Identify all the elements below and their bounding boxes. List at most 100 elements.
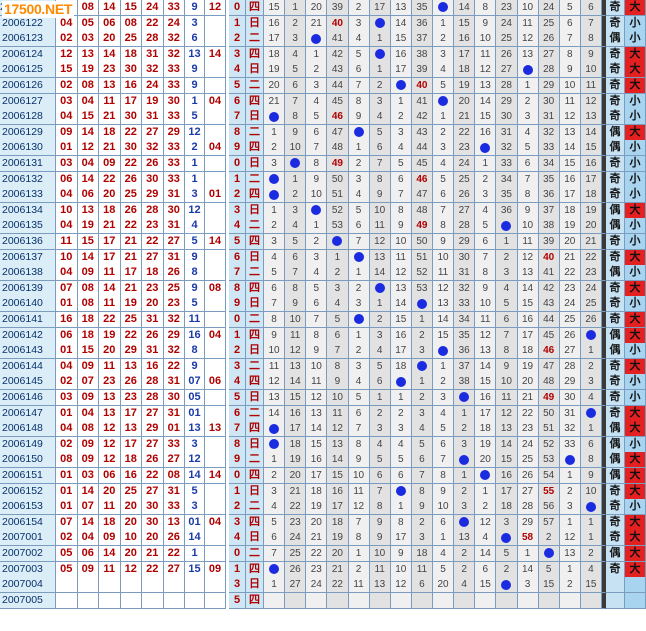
miss-count: 17 (310, 470, 322, 481)
red-ball-number: 21 (99, 109, 121, 126)
miss-count: 15 (289, 392, 301, 403)
special-number (205, 530, 226, 547)
miss-count: 27 (500, 64, 512, 76)
trend-cell: 5 (496, 546, 518, 563)
red-ball-number: 14 (77, 124, 99, 141)
miss-count: 6 (398, 173, 404, 185)
issue-id[interactable]: 2006148 (0, 421, 56, 438)
trend-cell: 35 (411, 0, 433, 17)
trend-cell: 14 (496, 436, 518, 453)
issue-id[interactable]: 2006149 (0, 436, 56, 453)
miss-count: 11 (311, 376, 322, 388)
miss-count: 6 (503, 314, 510, 325)
issue-id[interactable]: 2007004 (0, 577, 56, 594)
issue-id[interactable]: 2007002 (0, 546, 56, 563)
issue-id[interactable]: 2007003 (0, 561, 56, 578)
miss-count: 6 (567, 17, 573, 29)
issue-id[interactable]: 2006145 (0, 374, 56, 391)
red-ball-number: 21 (120, 280, 142, 297)
issue-id[interactable]: 2007005 (0, 592, 56, 609)
issue-id[interactable]: 2006147 (0, 405, 56, 422)
odd-even-indicator: 奇 (606, 483, 625, 500)
special-number (205, 312, 226, 329)
issue-id[interactable]: 2006125 (0, 62, 56, 79)
issue-id[interactable]: 2006126 (0, 78, 56, 95)
miss-count: 4 (440, 548, 446, 559)
trend-cell (433, 343, 455, 360)
miss-count: 2 (313, 236, 320, 247)
issue-id[interactable]: 2006132 (0, 171, 56, 188)
trend-cell (327, 592, 349, 609)
trend-cell: 29 (559, 374, 581, 391)
issue-id[interactable]: 2006137 (0, 249, 56, 266)
issue-id[interactable]: 2006152 (0, 483, 56, 500)
trend-cell: 6 (264, 280, 286, 297)
issue-id[interactable]: 2006153 (0, 499, 56, 516)
issue-id[interactable]: 2006142 (0, 327, 56, 344)
trend-cell: 12 (433, 280, 455, 297)
trend-cell: 23 (559, 280, 581, 297)
trend-cell: 27 (285, 577, 307, 594)
miss-count: 11 (395, 251, 406, 263)
issue-id[interactable]: 2006134 (0, 202, 56, 219)
miss-count: 2 (461, 548, 467, 559)
miss-count: 1 (398, 501, 404, 513)
issue-id[interactable]: 2006139 (0, 280, 56, 297)
issue-id[interactable]: 2006154 (0, 514, 56, 531)
trend-cell: 1 (264, 124, 286, 141)
trend-cell (433, 592, 455, 609)
miss-count: 2 (398, 111, 404, 123)
big-small-indicator: 大 (625, 46, 646, 63)
miss-count: 55 (543, 485, 555, 497)
miss-count: 29 (564, 376, 576, 388)
issue-id[interactable]: 2006138 (0, 265, 56, 282)
trend-cell: 20 (306, 514, 328, 531)
red-ball-number: 07 (77, 499, 99, 516)
issue-id[interactable]: 2006124 (0, 46, 56, 63)
miss-count: 7 (271, 298, 277, 310)
issue-id[interactable]: 2006144 (0, 358, 56, 375)
issue-id[interactable]: 2006127 (0, 93, 56, 110)
weekday: 二 (246, 171, 264, 188)
trend-cell (496, 592, 518, 609)
issue-id[interactable]: 2006141 (0, 312, 56, 329)
issue-id[interactable]: 2006129 (0, 124, 56, 141)
miss-count: 4 (313, 267, 320, 279)
miss-count: 3 (503, 267, 510, 279)
trend-cell: 10 (369, 202, 391, 219)
issue-id[interactable]: 2006140 (0, 296, 56, 313)
miss-count: 2 (545, 532, 552, 544)
miss-count: 12 (395, 579, 407, 591)
issue-id[interactable]: 2006128 (0, 109, 56, 126)
miss-count: 8 (419, 485, 425, 497)
issue-id[interactable]: 2006143 (0, 343, 56, 360)
miss-count: 6 (376, 470, 383, 481)
issue-id[interactable]: 2006122 (0, 15, 56, 32)
trend-cell: 17 (390, 343, 412, 360)
miss-count: 43 (543, 298, 555, 310)
trend-cell: 11 (475, 46, 497, 63)
trend-cell: 21 (285, 483, 307, 500)
trend-cell: 7 (264, 546, 286, 563)
issue-id[interactable]: 2006150 (0, 452, 56, 469)
odd-even-indicator: 偶 (606, 31, 625, 48)
issue-id[interactable]: 2006131 (0, 156, 56, 173)
issue-id[interactable]: 2006130 (0, 140, 56, 157)
special-number (205, 31, 226, 48)
miss-count: 16 (310, 454, 322, 466)
special-number (205, 436, 226, 453)
issue-id[interactable]: 2006136 (0, 234, 56, 251)
miss-count: 16 (395, 48, 407, 60)
issue-id[interactable]: 2006133 (0, 187, 56, 204)
issue-id[interactable]: 2007001 (0, 530, 56, 547)
issue-id[interactable]: 2006146 (0, 390, 56, 407)
trend-cell: 8 (306, 156, 328, 173)
issue-id[interactable]: 2006123 (0, 31, 56, 48)
issue-id[interactable]: 2006151 (0, 468, 56, 485)
miss-count: 24 (585, 282, 597, 294)
miss-count: 49 (416, 220, 428, 232)
miss-count: 7 (440, 454, 446, 466)
column-separator (602, 436, 606, 453)
trend-cell (264, 436, 286, 453)
issue-id[interactable]: 2006135 (0, 218, 56, 235)
